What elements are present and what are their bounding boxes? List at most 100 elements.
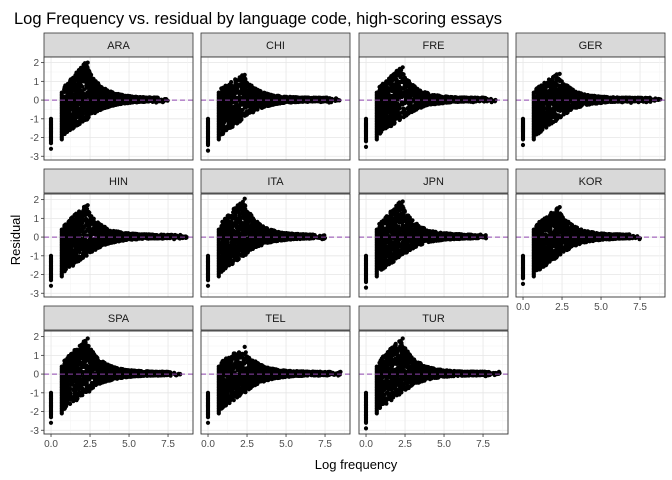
facet-panel-chi: CHI <box>200 32 351 161</box>
data-point <box>489 100 494 105</box>
data-point <box>91 91 96 96</box>
data-point <box>62 87 67 92</box>
panel-border <box>200 56 351 161</box>
data-point <box>242 72 247 77</box>
data-point <box>89 109 94 114</box>
data-point <box>382 82 387 88</box>
data-point <box>324 98 329 104</box>
data-point <box>228 98 233 103</box>
data-point <box>272 94 278 99</box>
data-point <box>234 103 239 108</box>
data-point <box>221 121 226 126</box>
data-point <box>219 105 224 110</box>
data-point <box>241 85 246 90</box>
data-point <box>386 107 391 112</box>
data-point <box>231 94 236 99</box>
data-point <box>87 79 92 84</box>
facet-strip <box>43 32 194 58</box>
facet-strip-label: GER <box>579 40 603 52</box>
data-point <box>78 107 83 112</box>
data-point <box>239 113 244 118</box>
data-point <box>400 78 405 84</box>
data-point <box>244 105 249 110</box>
data-point <box>84 68 89 74</box>
data-point <box>520 142 526 148</box>
data-point <box>265 95 270 100</box>
data-point <box>238 101 243 107</box>
data-point <box>423 100 428 105</box>
data-point <box>401 107 406 112</box>
data-point <box>86 103 91 108</box>
data-point <box>258 89 263 94</box>
data-point <box>224 107 230 112</box>
data-point <box>406 81 411 86</box>
facet-panel-ger: GER <box>515 32 666 161</box>
data-point <box>283 96 288 101</box>
data-point <box>258 104 263 109</box>
data-point <box>68 78 73 83</box>
data-point <box>394 93 399 98</box>
data-point <box>75 93 80 98</box>
data-point <box>115 93 120 98</box>
facet-strip <box>200 32 351 58</box>
data-point <box>281 99 286 104</box>
data-point <box>86 84 91 89</box>
data-point <box>89 88 94 93</box>
data-point <box>83 96 88 101</box>
data-point <box>73 75 78 80</box>
data-point <box>77 81 82 86</box>
data-point <box>249 109 254 114</box>
data-point <box>100 90 105 95</box>
data-point <box>71 105 76 110</box>
data-point <box>82 108 87 113</box>
data-point <box>62 118 67 123</box>
chart-title: Log Frequency vs. residual by language c… <box>14 10 502 28</box>
data-point <box>96 82 101 87</box>
data-point <box>224 89 229 95</box>
data-point <box>70 92 75 98</box>
panel-border <box>43 56 194 161</box>
data-point <box>237 90 242 95</box>
data-point <box>421 94 426 99</box>
data-point <box>100 106 105 111</box>
data-point <box>241 89 246 94</box>
data-point <box>225 103 230 109</box>
data-point <box>219 90 224 95</box>
data-point <box>75 122 81 127</box>
data-point <box>85 111 90 116</box>
data-point <box>520 116 526 121</box>
data-point <box>71 108 76 113</box>
data-point <box>240 107 245 112</box>
data-point <box>403 85 408 90</box>
data-point <box>402 75 407 80</box>
data-point <box>65 99 70 104</box>
scatter-points <box>363 65 498 149</box>
data-point <box>253 107 258 112</box>
data-point <box>72 82 77 87</box>
data-point <box>363 144 369 149</box>
data-point <box>73 86 78 91</box>
data-point <box>229 80 234 85</box>
data-point <box>219 86 224 91</box>
data-point <box>66 104 71 109</box>
data-point <box>276 95 281 101</box>
data-point <box>83 76 88 81</box>
data-point <box>74 100 79 105</box>
y-tick-label: -3 <box>30 152 39 163</box>
data-point <box>80 84 85 89</box>
data-point <box>388 117 393 122</box>
data-point <box>261 91 267 96</box>
data-point <box>98 100 103 105</box>
data-point <box>233 109 238 114</box>
data-point <box>231 121 236 126</box>
data-point <box>394 97 399 102</box>
data-point <box>219 100 224 105</box>
data-point <box>389 97 394 102</box>
data-point <box>389 112 394 117</box>
data-point <box>79 66 85 71</box>
data-point <box>152 97 157 102</box>
data-point <box>79 77 84 82</box>
data-point <box>239 77 244 82</box>
data-point <box>406 100 411 106</box>
